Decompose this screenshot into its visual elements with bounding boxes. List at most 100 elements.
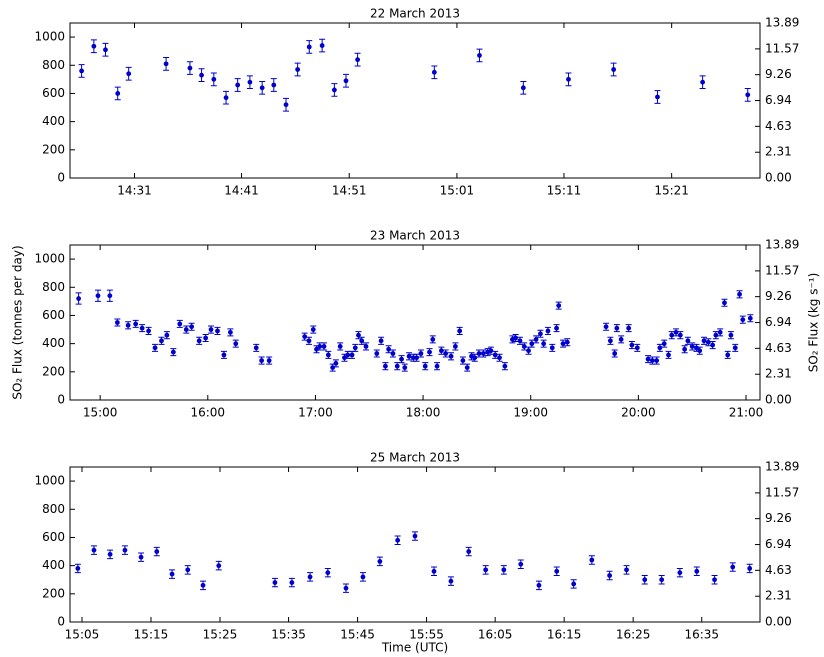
- data-point: [133, 321, 139, 327]
- x-tick-label: 17:00: [298, 406, 333, 420]
- data-point: [614, 325, 620, 331]
- data-point: [307, 574, 313, 580]
- data-point: [730, 564, 736, 570]
- data-point: [325, 570, 331, 576]
- data-point: [554, 325, 559, 331]
- data-point: [659, 577, 665, 583]
- data-point: [517, 338, 523, 344]
- x-tick-label: 16:15: [547, 628, 582, 642]
- data-point: [259, 358, 265, 363]
- data-point: [146, 328, 151, 334]
- data-point: [732, 345, 738, 351]
- x-tick-label: 18:00: [406, 406, 441, 420]
- data-point: [483, 567, 489, 573]
- data-point: [227, 329, 233, 335]
- plot-frame: [69, 244, 761, 401]
- data-point: [331, 87, 337, 93]
- data-point: [422, 363, 428, 369]
- data-point: [747, 566, 753, 571]
- data-point: [349, 352, 355, 358]
- data-point: [390, 351, 396, 356]
- y-tick-label: 1000: [34, 474, 65, 488]
- plot-frame: [69, 22, 761, 179]
- data-point: [520, 85, 526, 91]
- data-point: [211, 76, 217, 82]
- y2-tick-label: 0.00: [765, 615, 792, 629]
- data-point: [283, 102, 289, 108]
- data-point: [497, 355, 502, 361]
- data-point: [382, 363, 388, 369]
- y2-tick-label: 9.26: [765, 67, 792, 81]
- y2-tick-label: 4.63: [765, 341, 792, 355]
- y-tick-label: 1000: [34, 30, 65, 44]
- data-point: [196, 338, 202, 344]
- data-point: [233, 341, 239, 347]
- data-point: [139, 325, 145, 331]
- data-point: [271, 82, 277, 88]
- data-point: [317, 344, 323, 349]
- data-point: [177, 321, 183, 327]
- y2-tick-label: 4.63: [765, 119, 792, 133]
- data-point: [402, 365, 408, 370]
- data-point: [611, 67, 617, 72]
- panel-title: 22 March 2013: [370, 7, 460, 21]
- data-point: [363, 344, 369, 349]
- data-point: [536, 582, 542, 588]
- data-point: [669, 332, 675, 338]
- y2-tick-label: 13.89: [765, 460, 799, 474]
- data-point: [501, 567, 507, 573]
- x-tick-label: 20:00: [621, 406, 656, 420]
- x-tick-label: 15:35: [271, 628, 306, 642]
- data-point: [457, 328, 463, 334]
- y2-tick-label: 4.63: [765, 563, 792, 577]
- y2-tick-label: 6.94: [765, 93, 792, 107]
- data-point: [295, 67, 301, 72]
- x-tick-label: 19:00: [513, 406, 548, 420]
- y-tick-label: 200: [42, 142, 65, 156]
- data-point: [164, 332, 170, 338]
- data-point: [649, 358, 655, 363]
- data-point: [513, 335, 519, 341]
- data-point: [374, 351, 380, 356]
- data-point: [337, 344, 343, 349]
- y-tick-label: 600: [42, 530, 65, 544]
- data-point: [247, 79, 253, 85]
- x-tick-label: 15:11: [547, 184, 582, 198]
- data-point: [566, 76, 571, 82]
- data-point: [705, 339, 711, 345]
- data-point: [556, 303, 562, 308]
- data-point: [199, 72, 204, 78]
- data-point: [203, 335, 209, 341]
- data-point: [701, 338, 707, 344]
- data-point: [223, 95, 229, 101]
- data-point: [107, 293, 113, 299]
- data-point: [443, 351, 449, 356]
- data-point: [747, 315, 753, 321]
- data-point: [666, 352, 671, 358]
- data-point: [414, 355, 420, 361]
- data-point: [533, 337, 539, 342]
- data-point: [434, 363, 440, 369]
- y2-tick-label: 9.26: [765, 511, 792, 525]
- data-point: [427, 349, 432, 355]
- y-tick-label: 600: [42, 86, 65, 100]
- data-point: [431, 568, 437, 574]
- data-point: [306, 44, 312, 50]
- data-point: [713, 332, 719, 338]
- data-point: [657, 345, 663, 351]
- data-point: [333, 360, 339, 366]
- data-point: [740, 317, 746, 323]
- data-point: [460, 358, 466, 363]
- data-point: [378, 338, 384, 344]
- data-point: [728, 332, 734, 338]
- data-point: [673, 329, 679, 335]
- data-point: [689, 344, 695, 349]
- data-point: [526, 348, 531, 354]
- plot-frame: [69, 466, 761, 623]
- y2-tick-label: 2.31: [765, 145, 792, 159]
- data-point: [302, 334, 308, 339]
- x-axis-label: Time (UTC): [381, 641, 448, 655]
- y-tick-label: 400: [42, 558, 65, 572]
- x-tick-label: 15:00: [83, 406, 118, 420]
- data-point: [163, 61, 169, 67]
